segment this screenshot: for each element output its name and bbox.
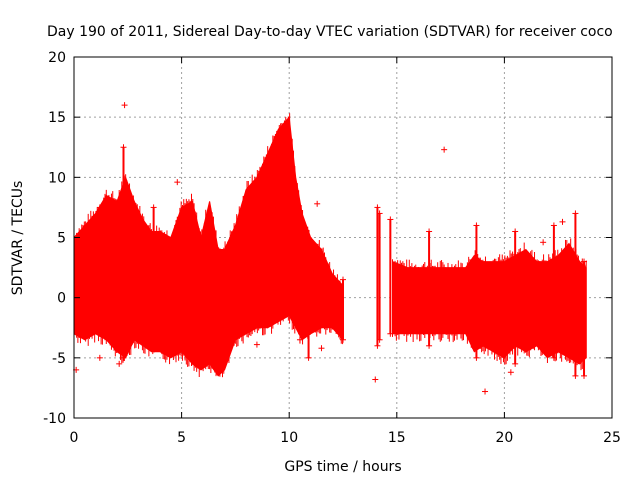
data-point bbox=[264, 198, 271, 205]
data-point bbox=[120, 354, 127, 361]
data-point bbox=[314, 200, 321, 207]
data-point bbox=[96, 354, 103, 361]
data-point bbox=[426, 228, 433, 235]
tick-labels: 0 5 10 15 20 25 -10 -5 0 5 10 15 20 bbox=[43, 50, 621, 446]
data-point bbox=[296, 336, 303, 343]
data-point bbox=[581, 258, 588, 265]
y-tick-label: 15 bbox=[48, 110, 66, 126]
data-texture-1 bbox=[73, 113, 344, 378]
axis-ticks bbox=[73, 56, 613, 419]
data-point bbox=[376, 336, 383, 343]
data-point bbox=[253, 341, 260, 348]
y-tick-label: -10 bbox=[43, 411, 66, 427]
data-point bbox=[387, 216, 394, 223]
data-point bbox=[482, 388, 489, 395]
x-tick-label: 20 bbox=[495, 430, 513, 446]
data-point bbox=[473, 222, 480, 229]
data-point bbox=[512, 228, 519, 235]
data-point bbox=[387, 330, 394, 337]
chart-title: Day 190 of 2011, Sidereal Day-to-day VTE… bbox=[47, 24, 613, 40]
data-point bbox=[318, 345, 325, 352]
data-point bbox=[121, 102, 128, 109]
data-point bbox=[572, 372, 579, 379]
data-point bbox=[150, 204, 157, 211]
data-point bbox=[473, 354, 480, 361]
data-point bbox=[540, 239, 547, 246]
data-point bbox=[340, 336, 346, 343]
data-point bbox=[96, 330, 103, 337]
data-point bbox=[96, 204, 103, 211]
data-point bbox=[116, 360, 123, 367]
data-point bbox=[374, 204, 381, 211]
x-tick-label: 15 bbox=[388, 430, 406, 446]
data-point bbox=[550, 354, 557, 361]
data-point bbox=[441, 146, 448, 153]
data-point bbox=[374, 342, 381, 349]
data-point bbox=[305, 234, 312, 241]
data-point bbox=[372, 376, 379, 383]
y-tick-label: 20 bbox=[48, 50, 66, 66]
data-point bbox=[507, 369, 514, 376]
y-tick-label: -5 bbox=[52, 351, 66, 367]
x-tick-label: 5 bbox=[177, 430, 186, 446]
data-point bbox=[340, 276, 346, 283]
data-point bbox=[305, 354, 312, 361]
data-point bbox=[426, 342, 433, 349]
x-tick-label: 10 bbox=[280, 430, 298, 446]
data-point bbox=[512, 360, 519, 367]
y-tick-label: 5 bbox=[57, 231, 66, 247]
data-point bbox=[120, 144, 127, 151]
data-point bbox=[150, 342, 157, 349]
data-point bbox=[581, 372, 588, 379]
y-axis-label: SDTVAR / TECUs bbox=[10, 181, 26, 296]
y-tick-label: 0 bbox=[57, 291, 66, 307]
y-tick-label: 10 bbox=[48, 170, 66, 186]
data-point bbox=[572, 210, 579, 217]
data-point bbox=[559, 218, 566, 225]
x-tick-label: 25 bbox=[603, 430, 621, 446]
data-point bbox=[550, 222, 557, 229]
x-axis-label: GPS time / hours bbox=[284, 459, 401, 475]
data-point bbox=[174, 179, 181, 186]
data-point bbox=[376, 210, 383, 217]
x-tick-label: 0 bbox=[70, 430, 79, 446]
data-series bbox=[73, 102, 588, 395]
